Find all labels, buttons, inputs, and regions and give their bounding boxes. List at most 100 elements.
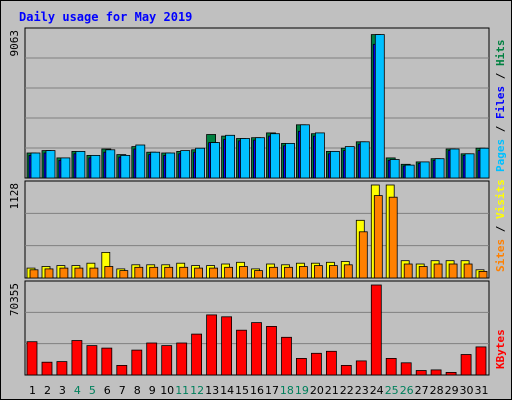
x-tick-label-day-18: 18 [280,384,294,397]
bar-kbytes-day-1 [26,341,38,376]
bar-pages-day-9 [150,151,161,179]
bar-pages-day-27 [419,161,430,179]
x-tick-label-day-29: 29 [445,384,459,397]
x-tick-label-day-1: 1 [29,384,36,397]
x-tick-label-day-23: 23 [355,384,369,397]
bar-sites-day-10 [164,266,174,279]
bar-pages-day-10 [165,152,176,179]
bar-kbytes-day-30 [460,354,472,376]
bar-kbytes-day-15 [236,329,247,376]
bar-kbytes-day-10 [161,345,173,376]
bar-sites-day-21 [328,265,338,279]
bar-pages-day-26 [404,164,415,179]
bar-kbytes-day-6 [101,347,113,376]
bar-pages-day-11 [180,150,191,179]
bar-kbytes-day-20 [310,352,322,376]
panel-2-legend: Sites / Visits [494,179,507,272]
bar-kbytes-day-27 [415,370,427,376]
bar-pages-day-24 [374,34,385,179]
bar-sites-day-6 [104,266,114,279]
bar-kbytes-day-7 [116,364,128,376]
bar-pages-day-1 [30,152,41,179]
bar-sites-day-15 [239,266,248,279]
bar-sites-day-4 [74,267,84,279]
bar-pages-day-28 [434,158,445,179]
bar-sites-day-19 [298,266,308,279]
bar-pages-day-16 [255,137,265,179]
bar-sites-day-12 [194,267,204,279]
x-tick-label-day-5: 5 [89,384,96,397]
legend-pages: Pages [494,139,507,172]
bar-sites-day-28 [433,263,443,279]
bar-kbytes-day-13 [206,314,218,376]
bar-pages-day-20 [314,132,325,179]
bar-kbytes-day-21 [325,350,337,376]
bar-sites-day-8 [134,266,144,279]
bar-kbytes-day-2 [41,361,53,376]
x-tick-label-day-31: 31 [475,384,489,397]
x-tick-label-day-22: 22 [340,384,354,397]
bar-sites-day-9 [149,266,159,279]
bar-kbytes-day-8 [131,349,143,376]
bar-sites-day-2 [44,268,54,279]
legend-sites: Sites [494,239,507,272]
panel-1-ymax-label: 9063 [8,30,21,57]
bar-pages-day-6 [105,149,116,179]
bar-sites-day-1 [29,269,39,279]
bar-pages-day-7 [120,154,131,179]
bar-sites-day-29 [448,263,458,279]
bar-kbytes-day-31 [475,346,487,376]
bar-pages-day-21 [329,150,340,179]
bar-kbytes-day-16 [251,322,262,376]
x-tick-label-day-9: 9 [149,384,156,397]
panel-1-legend: Pages / Files / Hits [494,40,507,173]
bar-pages-day-3 [60,157,71,179]
bar-kbytes-day-26 [400,362,412,376]
bar-sites-day-14 [224,266,234,279]
bar-kbytes-day-12 [191,333,203,376]
bar-sites-day-25 [388,196,398,279]
panel-2-ymax-label: 1128 [8,183,21,210]
x-tick-label-day-26: 26 [400,384,414,397]
bar-sites-day-18 [284,266,293,279]
bar-sites-day-16 [254,270,263,279]
legend-visits: Visits [494,179,507,219]
bar-kbytes-day-17 [266,325,277,376]
x-tick-label-day-27: 27 [415,384,429,397]
bar-sites-day-24 [373,195,383,279]
legend-separator: / [494,119,507,139]
bar-kbytes-day-9 [146,342,158,376]
x-tick-label-day-17: 17 [265,384,279,397]
x-tick-label-day-28: 28 [430,384,444,397]
x-tick-label-day-14: 14 [220,384,234,397]
bar-pages-day-18 [285,142,295,179]
bar-pages-day-23 [359,141,370,179]
bar-kbytes-day-4 [71,340,83,376]
bar-kbytes-day-28 [430,369,442,376]
legend-separator: / [494,66,507,86]
bar-pages-day-15 [240,138,250,179]
bar-kbytes-day-14 [221,316,233,376]
bar-pages-day-17 [270,133,280,179]
x-tick-label-day-7: 7 [119,384,126,397]
bar-pages-day-31 [479,147,490,179]
x-tick-label-day-21: 21 [325,384,339,397]
x-tick-label-day-19: 19 [295,384,309,397]
x-tick-label-day-15: 15 [235,384,249,397]
legend-separator: / [494,219,507,239]
x-tick-label-day-11: 11 [175,384,189,397]
bar-pages-day-4 [75,150,86,179]
bar-kbytes-day-11 [176,342,188,376]
legend-kbytes: KBytes [494,329,507,369]
legend-hits: Hits [494,40,507,67]
x-tick-label-day-4: 4 [74,384,81,397]
bar-pages-day-2 [45,150,56,179]
bar-pages-day-19 [299,124,310,179]
bar-kbytes-day-18 [281,336,292,376]
x-tick-label-day-8: 8 [134,384,141,397]
bar-pages-day-12 [195,147,206,179]
bar-sites-day-3 [59,267,69,279]
bar-sites-day-13 [209,267,219,279]
bar-sites-day-7 [119,270,129,279]
